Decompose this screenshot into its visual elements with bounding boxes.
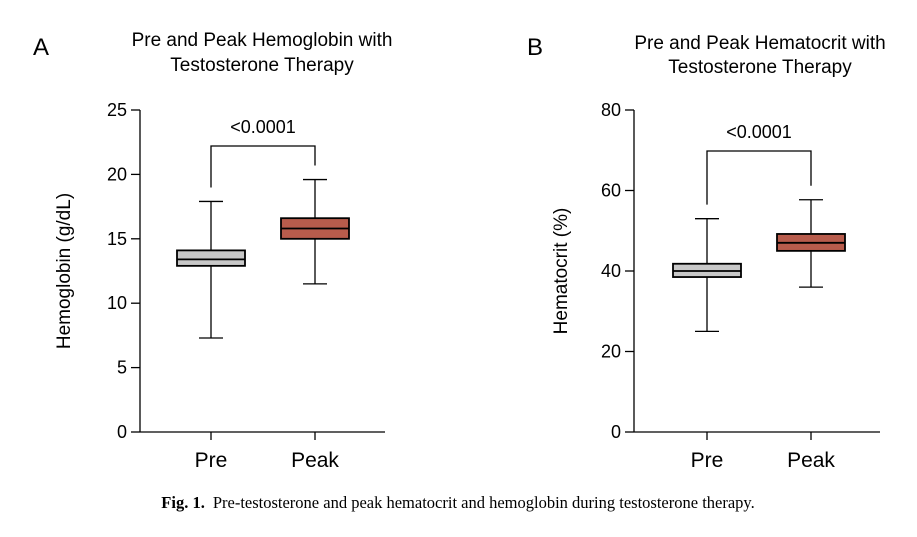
panel-a-x-tick-label-pre: Pre xyxy=(195,449,228,472)
panel-a-y-tick-label: 20 xyxy=(107,164,127,184)
panel-b-y-tick-label: 0 xyxy=(611,422,621,442)
panel-a-y-tick-label: 25 xyxy=(107,100,127,120)
panel-a-y-tick-label: 15 xyxy=(107,229,127,249)
panel-a-title-line-2: Testosterone Therapy xyxy=(170,55,354,76)
panel-a-y-tick-label: 10 xyxy=(107,293,127,313)
panel-b-p-value-label: <0.0001 xyxy=(726,122,792,142)
panel-a-y-tick-label: 5 xyxy=(117,358,127,378)
caption-label: Fig. 1. xyxy=(161,493,205,512)
panel-b-y-tick-label: 20 xyxy=(601,342,621,362)
panel-b-x-tick-label-peak: Peak xyxy=(787,449,835,472)
panel-a-significance-bracket xyxy=(210,145,316,188)
panel-a-letter: A xyxy=(33,34,49,61)
panel-b-y-axis-label: Hematocrit (%) xyxy=(551,208,572,335)
panel-b-significance-bracket xyxy=(706,150,812,205)
panel-b-letter: B xyxy=(527,34,543,61)
panel-a-y-axis-label: Hemoglobin (g/dL) xyxy=(54,193,75,349)
panel-b-y-tick-label: 80 xyxy=(601,100,621,120)
panel-b-title-line-1: Pre and Peak Hematocrit with xyxy=(634,33,885,54)
panel-a-y-tick-label: 0 xyxy=(117,422,127,442)
panel-b-y-tick-label: 60 xyxy=(601,181,621,201)
panel-a-x-tick-label-peak: Peak xyxy=(291,449,339,472)
figure-caption: Fig. 1. Pre-testosterone and peak hematoc… xyxy=(161,493,754,512)
caption-text: Pre-testosterone and peak hematocrit and… xyxy=(213,493,755,512)
panel-a-title-line-1: Pre and Peak Hemoglobin with xyxy=(132,30,393,51)
panel-a-p-value-label: <0.0001 xyxy=(230,117,296,137)
panel-b-y-tick-label: 40 xyxy=(601,261,621,281)
panel-a-box-pre xyxy=(176,249,246,267)
panel-b-x-tick-label-pre: Pre xyxy=(691,449,724,472)
panel-b-title-line-2: Testosterone Therapy xyxy=(668,57,852,78)
